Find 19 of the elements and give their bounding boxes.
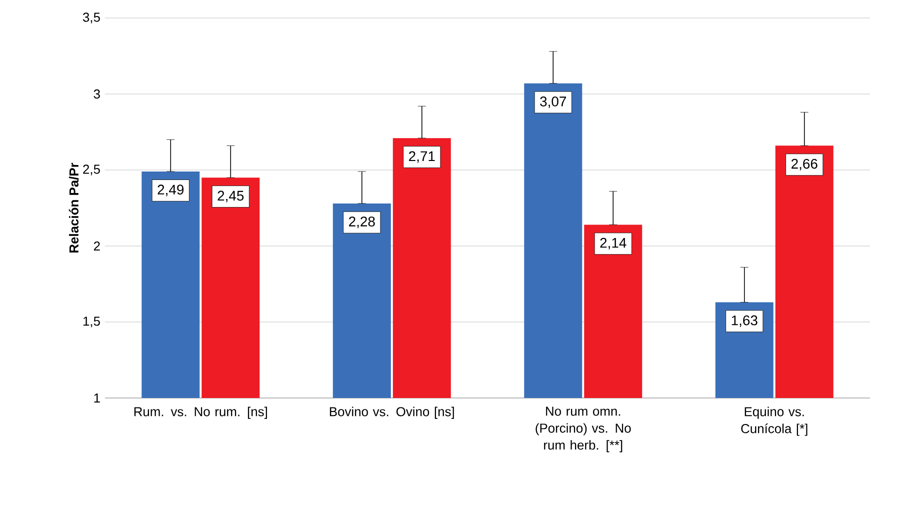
x-tick-label: No rum omn. (Porcino) vs. No rum herb. [**] (536, 406, 631, 452)
data-label: 1,63 (732, 315, 758, 327)
y-tick-label: 2,5 (83, 164, 100, 176)
y-tick-label: 3 (94, 89, 100, 99)
y-tick-label: 1,5 (83, 316, 100, 328)
y-tick-label: 2 (94, 241, 100, 251)
data-label: 2,71 (409, 151, 435, 163)
data-label: 2,28 (349, 216, 375, 228)
data-label: 3,07 (540, 96, 566, 108)
x-tick-label: Equino vs. Cunícola [*] (741, 406, 808, 436)
y-tick-label: 3,5 (82, 12, 100, 24)
x-tick-label: Bovino vs. Ovino [ns] (330, 406, 454, 419)
y-axis-title: Relación Pa/Pr (68, 162, 79, 252)
data-label: 2,45 (218, 190, 244, 202)
y-tick-label: 1 (94, 394, 100, 402)
data-label: 2,14 (600, 238, 626, 250)
x-tick-label: Rum. vs. No rum. [ns] (134, 406, 267, 419)
data-label: 2,66 (792, 158, 818, 170)
data-label: 2,49 (158, 184, 184, 196)
